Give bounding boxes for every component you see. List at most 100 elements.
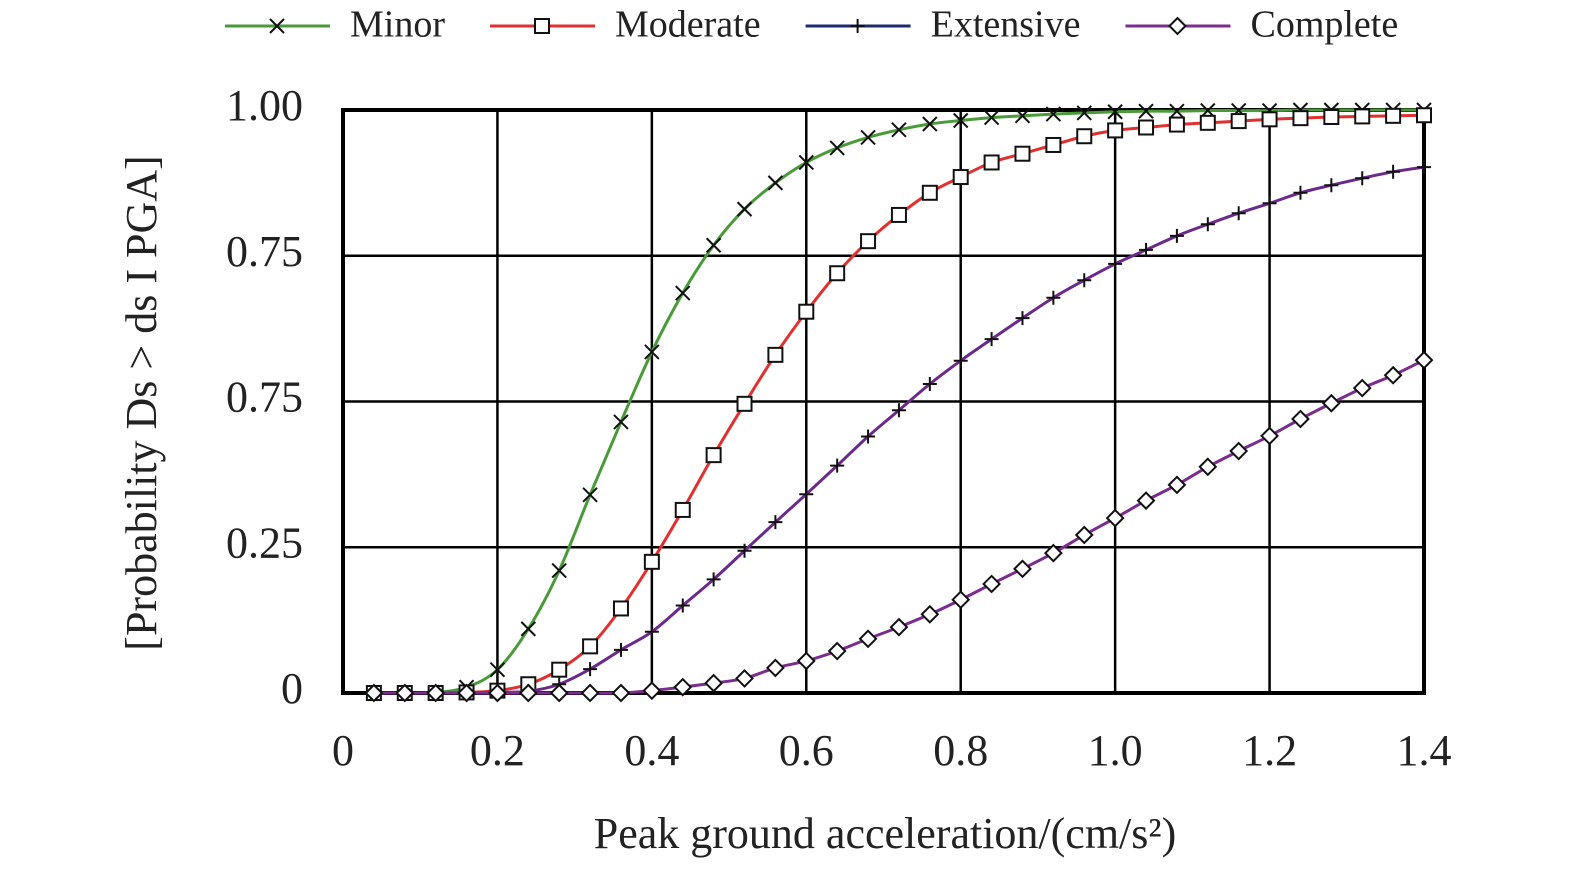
marker	[1417, 160, 1431, 175]
y-axis-label: [Probability Ds > ds I PGA]	[117, 155, 166, 650]
marker	[1324, 178, 1339, 193]
marker	[952, 169, 969, 186]
legend-label: Minor	[350, 4, 445, 46]
marker	[860, 233, 877, 250]
marker	[1045, 106, 1062, 122]
marker	[1076, 128, 1093, 145]
marker	[1231, 206, 1246, 221]
marker	[1015, 311, 1030, 326]
marker	[582, 638, 599, 655]
marker	[1199, 114, 1216, 131]
marker	[798, 154, 814, 171]
marker	[549, 683, 569, 703]
marker	[765, 658, 785, 678]
marker	[1169, 103, 1185, 119]
marker	[799, 487, 814, 502]
marker	[1261, 111, 1278, 128]
marker	[674, 501, 691, 518]
marker	[705, 447, 722, 464]
legend-label: Complete	[1250, 4, 1398, 46]
marker	[850, 19, 865, 33]
marker	[1167, 475, 1187, 495]
marker	[611, 683, 631, 703]
marker	[1229, 441, 1249, 461]
marker	[858, 629, 878, 649]
marker	[984, 332, 999, 347]
marker	[643, 553, 660, 570]
marker	[983, 109, 1000, 126]
marker	[1355, 171, 1370, 186]
marker	[1136, 491, 1156, 511]
marker	[1262, 196, 1277, 211]
marker	[1046, 290, 1061, 305]
marker	[736, 201, 753, 217]
y-tick-label: 1.00	[226, 81, 303, 130]
marker	[426, 683, 446, 703]
marker	[1168, 16, 1187, 36]
marker	[1074, 525, 1094, 545]
y-tick-label: 0.25	[226, 518, 303, 567]
y-tick-label: 0	[281, 664, 303, 713]
marker	[1014, 108, 1031, 124]
marker	[1013, 559, 1032, 579]
marker	[644, 624, 659, 639]
marker	[1354, 108, 1371, 125]
marker	[1200, 217, 1215, 232]
marker	[890, 206, 907, 223]
marker	[1385, 107, 1402, 124]
marker	[891, 403, 906, 418]
legend: Minor Moderate Extensive Complete	[225, 4, 1398, 46]
marker	[1107, 104, 1123, 120]
marker	[953, 353, 968, 368]
marker	[364, 683, 384, 703]
marker	[1108, 256, 1123, 271]
marker	[1383, 365, 1403, 385]
legend-label: Moderate	[615, 4, 761, 46]
marker	[1292, 110, 1309, 127]
marker	[518, 683, 538, 703]
marker	[922, 116, 938, 132]
marker	[1386, 164, 1401, 179]
x-tick-label: 0.2	[470, 726, 525, 775]
marker	[861, 429, 876, 444]
marker	[983, 154, 1000, 171]
marker	[922, 377, 937, 392]
marker	[830, 458, 845, 473]
marker	[1139, 242, 1154, 257]
marker	[1414, 350, 1434, 370]
marker	[951, 590, 971, 610]
marker	[1323, 108, 1340, 125]
marker	[489, 661, 506, 678]
marker	[982, 574, 1002, 594]
marker	[705, 237, 722, 253]
series-line	[373, 108, 1424, 695]
marker	[920, 604, 940, 624]
marker	[675, 598, 690, 613]
marker	[706, 572, 721, 587]
marker	[1014, 145, 1031, 162]
marker	[829, 140, 845, 156]
marker	[737, 543, 752, 558]
marker	[1076, 105, 1092, 121]
x-tick-label: 0.4	[624, 726, 679, 775]
marker	[1138, 103, 1154, 119]
marker	[860, 129, 876, 146]
marker	[921, 184, 938, 201]
y-tick-label: 0.75	[226, 227, 303, 276]
marker	[612, 600, 629, 617]
marker	[1043, 543, 1063, 563]
marker	[1168, 116, 1185, 133]
marker	[583, 662, 598, 677]
plot-frame	[341, 108, 1426, 695]
marker	[891, 122, 907, 138]
x-tick-label: 0.6	[779, 726, 834, 775]
marker	[736, 395, 753, 412]
marker	[798, 303, 815, 320]
marker	[613, 642, 628, 657]
marker	[768, 515, 783, 530]
marker	[829, 265, 846, 282]
marker	[1293, 185, 1308, 200]
marker	[827, 641, 847, 661]
marker	[488, 683, 507, 703]
